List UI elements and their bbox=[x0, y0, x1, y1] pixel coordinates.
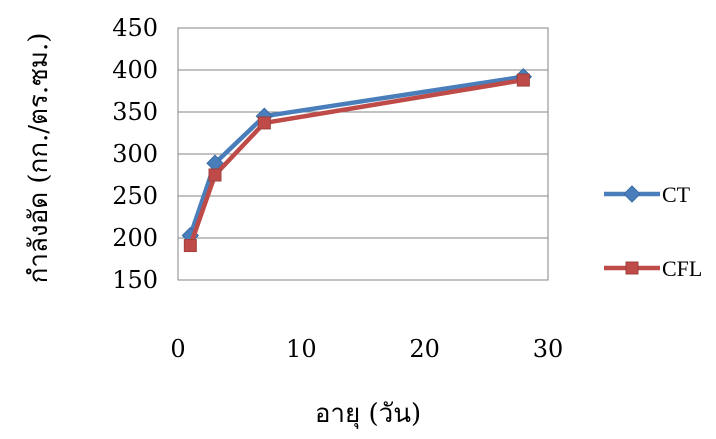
y-tick-label: 300 bbox=[112, 140, 158, 168]
y-tick-label: 150 bbox=[112, 266, 158, 294]
x-tick-label: 20 bbox=[409, 335, 440, 363]
y-tick-label: 450 bbox=[112, 14, 158, 42]
y-tick-label: 350 bbox=[112, 98, 158, 126]
series-line-ct bbox=[188, 74, 524, 237]
gridlines bbox=[178, 69, 548, 239]
x-tick-label: 0 bbox=[170, 335, 185, 363]
y-tick-label: 250 bbox=[112, 182, 158, 210]
x-tick-label: 30 bbox=[533, 335, 564, 363]
x-tick-labels: 0 10 20 30 bbox=[170, 335, 563, 363]
legend-label: CFL bbox=[662, 256, 702, 281]
legend-marker-ct bbox=[623, 185, 641, 203]
legend: CT CFL bbox=[604, 182, 702, 281]
legend-item-ct: CT bbox=[604, 182, 691, 207]
data-point-cfl bbox=[208, 168, 222, 182]
legend-marker-cfl bbox=[625, 261, 639, 275]
x-tick-label: 10 bbox=[286, 335, 317, 363]
series-line-cfl bbox=[188, 77, 524, 247]
legend-item-cfl: CFL bbox=[604, 256, 702, 281]
x-axis-title: อายุ (วัน) bbox=[315, 399, 421, 429]
data-point-cfl bbox=[516, 73, 530, 87]
y-tick-labels: 150 200 250 300 350 400 450 bbox=[112, 14, 158, 294]
y-axis-title: กำลังอัด (กก./ตร.ซม.) bbox=[24, 33, 54, 284]
data-point-cfl bbox=[183, 239, 197, 253]
legend-label: CT bbox=[662, 182, 691, 207]
series-cfl bbox=[183, 73, 530, 253]
data-point-cfl bbox=[257, 116, 271, 130]
y-tick-label: 200 bbox=[112, 224, 158, 252]
y-tick-label: 400 bbox=[112, 56, 158, 84]
series-layer bbox=[181, 68, 533, 253]
